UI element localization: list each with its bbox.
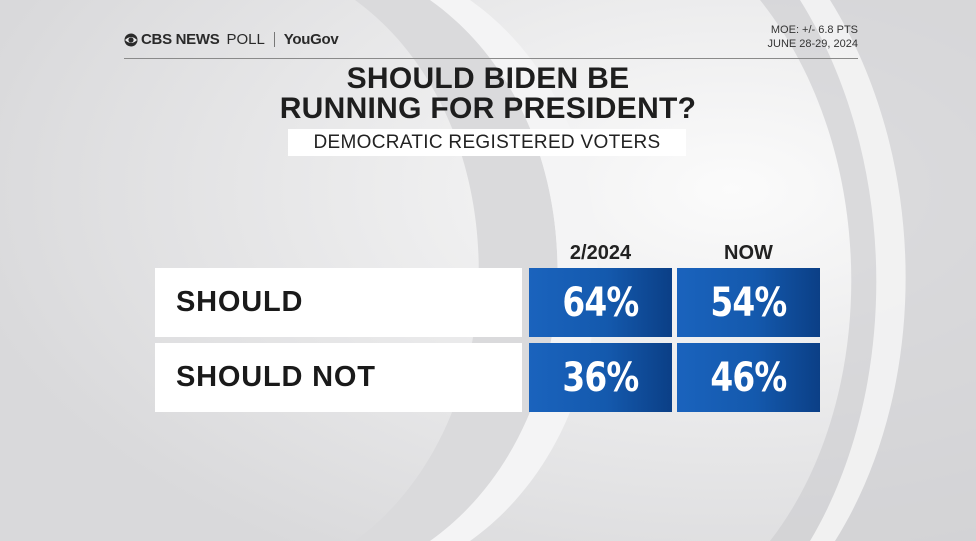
value-should-not-2-2024: 36% — [562, 354, 639, 401]
column-header-2-2024: 2/2024 — [569, 242, 632, 264]
margin-of-error: MOE: +/- 6.8 PTS — [770, 24, 858, 36]
header: CBS NEWS POLL YouGov MOE: +/- 6.8 PTS JU… — [124, 24, 858, 61]
cell-should-not-2-2024: 36% — [529, 343, 672, 412]
value-should-2-2024: 64% — [562, 279, 639, 326]
row-label-should-not-text: SHOULD NOT — [176, 361, 376, 393]
cbs-eye-icon — [124, 33, 138, 46]
column-header-now: NOW — [724, 242, 773, 264]
header-rule — [124, 58, 858, 59]
poll-dates: JUNE 28-29, 2024 — [767, 38, 859, 50]
chart-title-line-2: RUNNING FOR PRESIDENT? — [279, 92, 697, 125]
chart-title-line-1: SHOULD BIDEN BE — [346, 62, 630, 95]
row-label-should: SHOULD — [155, 268, 522, 337]
chart-title: SHOULD BIDEN BE RUNNING FOR PRESIDENT? — [0, 64, 976, 124]
cell-should-2-2024: 64% — [529, 268, 672, 337]
value-should-now: 54% — [710, 279, 787, 326]
brand-divider — [273, 32, 275, 47]
row-label-should-not: SHOULD NOT — [155, 343, 522, 412]
value-should-not-now: 46% — [710, 354, 787, 401]
row-label-should-text: SHOULD — [176, 286, 304, 318]
chart-subtitle-text: DEMOCRATIC REGISTERED VOTERS — [313, 131, 661, 153]
cell-should-now: 54% — [677, 268, 820, 337]
logo: CBS NEWS POLL YouGov — [124, 31, 339, 48]
brand-cbs-news: CBS NEWS — [141, 31, 220, 48]
brand-yougov: YouGov — [283, 31, 339, 48]
brand-poll: POLL — [226, 31, 265, 48]
cell-should-not-now: 46% — [677, 343, 820, 412]
poll-meta: MOE: +/- 6.8 PTS JUNE 28-29, 2024 — [768, 23, 859, 51]
chart-subtitle: DEMOCRATIC REGISTERED VOTERS — [288, 129, 686, 156]
